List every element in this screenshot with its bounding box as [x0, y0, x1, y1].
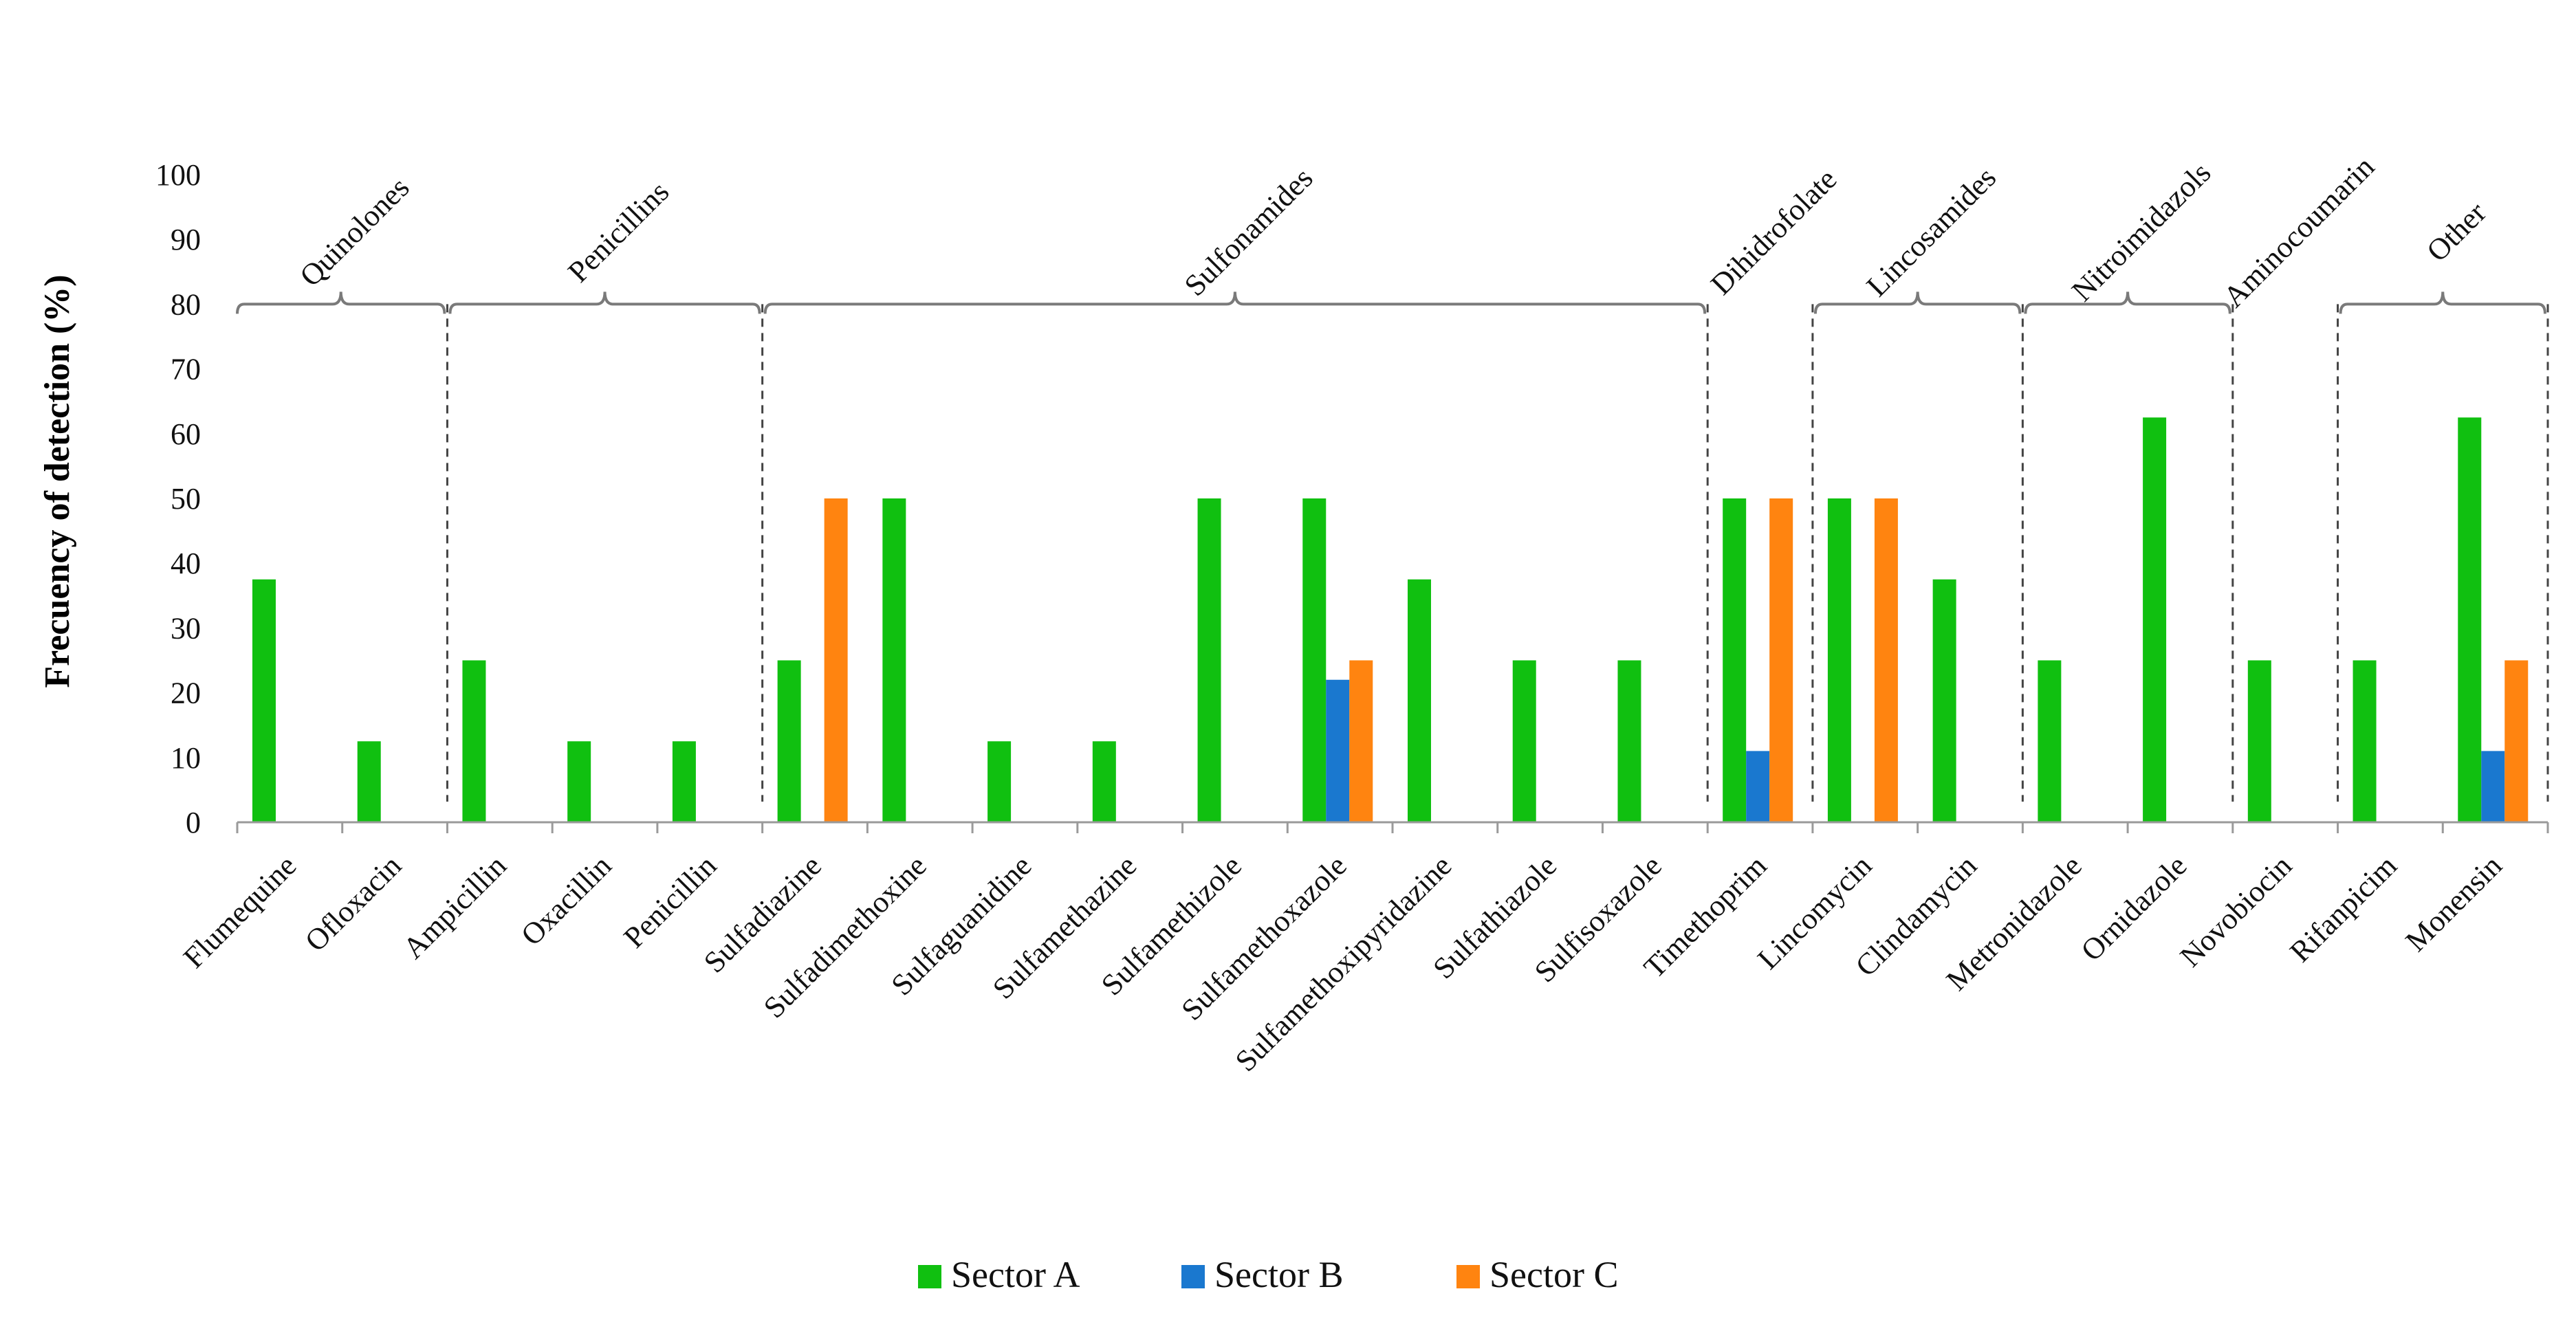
- bar-sector-c-sulfadiazine: [824, 498, 848, 822]
- y-axis: 0 10 20 30 40 50 60 70 80 90 100: [155, 158, 201, 839]
- x-category-label: Rifanpicim: [2283, 848, 2403, 969]
- x-category-label: Penicillin: [617, 848, 723, 954]
- x-category-label: Ampicillin: [396, 848, 512, 965]
- legend-label: Sector A: [951, 1254, 1080, 1295]
- bar-sector-a-sulfamethoxipyridazine: [1408, 579, 1431, 822]
- y-tick-label: 70: [171, 353, 201, 386]
- group-label: Sulfonamides: [1178, 161, 1320, 302]
- group-label: Penicillins: [561, 175, 675, 289]
- bar-sector-b-monensin: [2481, 751, 2505, 822]
- y-tick-label: 40: [171, 547, 201, 580]
- bar-sector-a-clindamycin: [1932, 579, 1956, 822]
- legend-swatch-sector-a: [918, 1265, 941, 1288]
- bar-sector-a-sulfamethoxazole: [1302, 498, 1327, 822]
- bar-sector-a-sulfamethizole: [1197, 498, 1221, 822]
- bar-sector-a-sulfisoxazole: [1617, 660, 1641, 822]
- bar-sector-a-novobiocin: [2247, 660, 2271, 822]
- legend-label: Sector C: [1489, 1254, 1618, 1295]
- y-tick-label: 20: [171, 676, 201, 710]
- bars: [252, 417, 2529, 822]
- bar-sector-a-rifanpicim: [2353, 660, 2377, 822]
- bar-sector-b-timethoprim: [1746, 751, 1770, 822]
- group-label: Other: [2420, 195, 2493, 268]
- bar-sector-a-ornidazole: [2143, 417, 2167, 822]
- bar-sector-b-sulfamethoxazole: [1326, 679, 1350, 822]
- group-bracket: [236, 292, 446, 314]
- y-tick-label: 100: [155, 158, 201, 192]
- y-tick-label: 60: [171, 417, 201, 451]
- bar-sector-a-ofloxacin: [357, 741, 381, 822]
- group-label: Lincosamides: [1860, 160, 2002, 302]
- y-tick-label: 0: [186, 806, 201, 839]
- bar-sector-a-timethoprim: [1723, 498, 1747, 822]
- y-tick-label: 80: [171, 287, 201, 321]
- legend-swatch-sector-c: [1456, 1265, 1480, 1288]
- x-category-label: Flumequine: [177, 848, 303, 974]
- group-bracket: [763, 292, 1707, 314]
- legend: Sector A Sector B Sector C: [918, 1254, 1618, 1295]
- bar-sector-a-penicillin: [672, 741, 696, 822]
- bar-sector-a-ampicillin: [462, 660, 486, 822]
- group-label: Aminocoumarin: [2217, 150, 2381, 314]
- group-bracket: [448, 292, 761, 314]
- group-brackets: Quinolones Penicillins Sulfonamides Dihidro…: [236, 150, 2549, 802]
- x-category-label: Ofloxacin: [298, 848, 408, 958]
- bar-sector-a-sulfathiazole: [1512, 660, 1536, 822]
- bar-sector-c-timethoprim: [1769, 498, 1793, 822]
- legend-label: Sector B: [1214, 1254, 1343, 1295]
- group-bracket: [2024, 292, 2231, 314]
- x-category-label: Novobiocin: [2174, 848, 2299, 974]
- y-axis-title: Frecuency of detection (%): [38, 274, 77, 688]
- bar-sector-a-sulfadiazine: [777, 660, 801, 822]
- group-bracket: [2339, 292, 2546, 314]
- y-tick-label: 50: [171, 482, 201, 516]
- x-category-label: Oxacillin: [514, 848, 618, 952]
- bar-sector-c-lincomycin: [1874, 498, 1898, 822]
- y-tick-label: 90: [171, 223, 201, 256]
- bar-sector-a-oxacillin: [567, 741, 591, 822]
- legend-swatch-sector-b: [1181, 1265, 1205, 1288]
- bar-sector-a-lincomycin: [1827, 498, 1851, 822]
- group-label: Nitroimidazols: [2065, 155, 2217, 307]
- x-category-label: Sulfamethoxipyridazine: [1229, 848, 1459, 1078]
- group-label: Quinolones: [293, 170, 415, 293]
- y-tick-label: 30: [171, 611, 201, 645]
- bar-sector-a-metronidazole: [2038, 660, 2062, 822]
- y-tick-label: 10: [171, 741, 201, 775]
- bar-sector-c-monensin: [2504, 660, 2529, 822]
- bar-sector-c-sulfamethoxazole: [1349, 660, 1373, 822]
- group-label: Dihidrofolate: [1704, 162, 1843, 301]
- x-category-label: Monensin: [2399, 848, 2509, 958]
- group-bracket: [1813, 292, 2022, 314]
- bar-sector-a-flumequine: [252, 579, 276, 822]
- bar-sector-a-sulfadimethoxine: [882, 498, 906, 822]
- bar-sector-a-sulfamethazine: [1092, 741, 1116, 822]
- bar-sector-a-sulfaguanidine: [987, 741, 1012, 822]
- bar-sector-a-monensin: [2458, 417, 2482, 822]
